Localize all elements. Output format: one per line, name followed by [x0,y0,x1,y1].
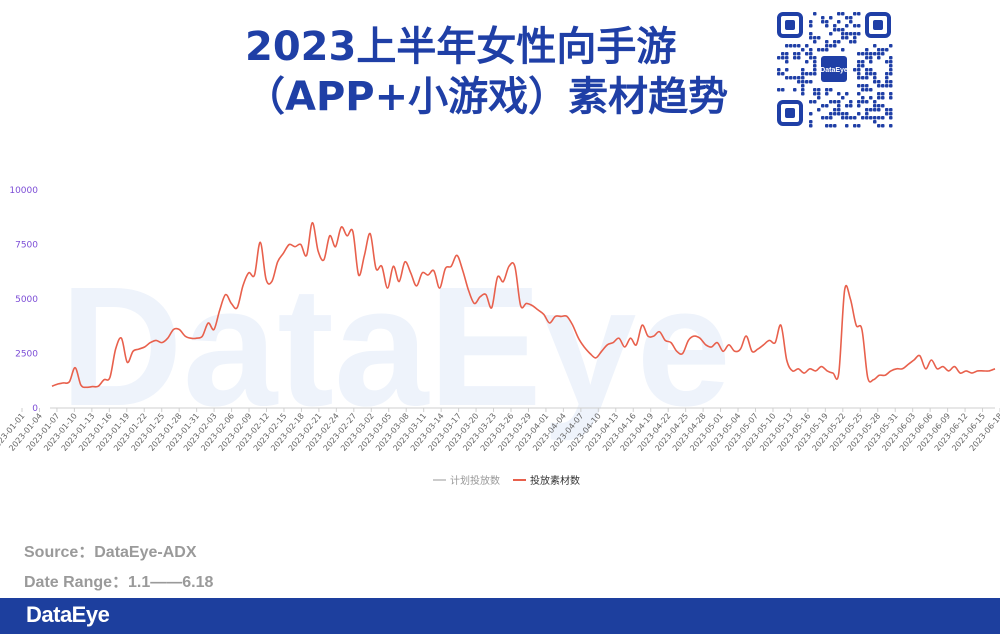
y-tick-label: 2500 [15,350,38,360]
footer-logo: DataEye [26,602,110,627]
y-axis: 0 2500 5000 7500 10000 [9,186,38,414]
y-tick-label: 10000 [9,186,38,196]
watermark: DataEye [60,252,731,442]
date-range-label: Date Range：1.1——6.18 [24,574,214,591]
legend-item-materials[interactable]: 投放素材数 [513,474,580,487]
source-label: Source：DataEye-ADX [24,544,197,561]
legend: 计划投放数 投放素材数 [433,474,580,487]
chart-title-line2: （APP+小游戏）素材趋势 [245,74,729,120]
y-tick-label: 5000 [15,295,38,305]
legend-label-plan: 计划投放数 [450,474,500,487]
y-tick-label: 7500 [15,241,38,251]
y-tick-label: 0 [32,404,38,414]
legend-label-materials: 投放素材数 [530,474,580,487]
series-line-materials [51,221,996,389]
chart-title-line1: 2023上半年女性向手游 [245,24,677,70]
chart-title: 2023上半年女性向手游 （APP+小游戏）素材趋势 [245,22,765,122]
qr-badge-text: DataEye [820,67,848,74]
footer-bar: DataEye [0,598,1000,634]
qr-code-icon: DataEye [775,10,893,128]
legend-item-plan[interactable]: 计划投放数 [433,474,500,487]
